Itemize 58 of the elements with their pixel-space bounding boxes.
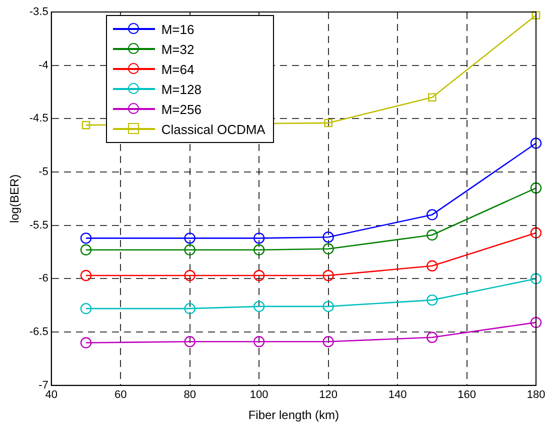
x-tick-label: 80 [184, 389, 196, 402]
y-tick-label: -6 [38, 272, 48, 285]
point [426, 229, 438, 241]
x-axis-title: Fiber length (km) [248, 408, 340, 422]
x-tick-label: 100 [250, 389, 268, 402]
point [80, 232, 92, 244]
y-tick-label: -3.5 [29, 6, 48, 18]
x-tick-label: 60 [114, 389, 127, 402]
point [322, 243, 334, 254]
point [80, 244, 92, 256]
x-tick-label: 140 [388, 389, 407, 402]
point [184, 244, 196, 256]
point [322, 232, 334, 243]
point [428, 93, 436, 102]
legend-label: M=256 [161, 102, 202, 116]
point [426, 260, 438, 272]
point [426, 209, 438, 220]
point [322, 336, 334, 348]
x-tick-label: 40 [45, 389, 58, 402]
point [426, 332, 438, 343]
legend-label: M=64 [161, 62, 194, 76]
point [530, 273, 542, 284]
x-tick-label: 180 [526, 389, 546, 402]
x-tick-label: 160 [458, 389, 476, 402]
point [426, 294, 438, 306]
y-tick-label: -4 [38, 59, 48, 72]
y-tick-label: -5 [38, 166, 48, 178]
y-tick-label: -6.5 [29, 326, 48, 338]
point [253, 336, 265, 348]
point [80, 337, 92, 348]
legend-label: M=16 [161, 22, 194, 36]
point [530, 182, 542, 194]
point [532, 11, 540, 20]
y-tick-label: -5.5 [29, 219, 48, 232]
point [184, 302, 196, 314]
y-tick-label: -7 [38, 379, 48, 392]
point [253, 270, 265, 282]
point [184, 336, 196, 348]
point [324, 118, 332, 128]
legend-label: Classical OCDMA [161, 122, 266, 136]
point [530, 227, 542, 238]
x-tick-label: 120 [319, 389, 338, 402]
point [82, 120, 90, 130]
point [322, 270, 334, 282]
point [253, 244, 265, 256]
legend-label: M=32 [161, 42, 194, 56]
legend-label: M=128 [161, 82, 202, 96]
point [80, 270, 92, 282]
point [253, 232, 265, 244]
point [184, 232, 196, 244]
y-tick-label: -4.5 [29, 112, 48, 125]
point [253, 300, 265, 312]
y-axis-title: log(BER) [8, 174, 22, 224]
point [184, 270, 196, 282]
point [322, 300, 334, 312]
point [530, 316, 542, 328]
point [80, 302, 92, 314]
point [530, 138, 542, 149]
